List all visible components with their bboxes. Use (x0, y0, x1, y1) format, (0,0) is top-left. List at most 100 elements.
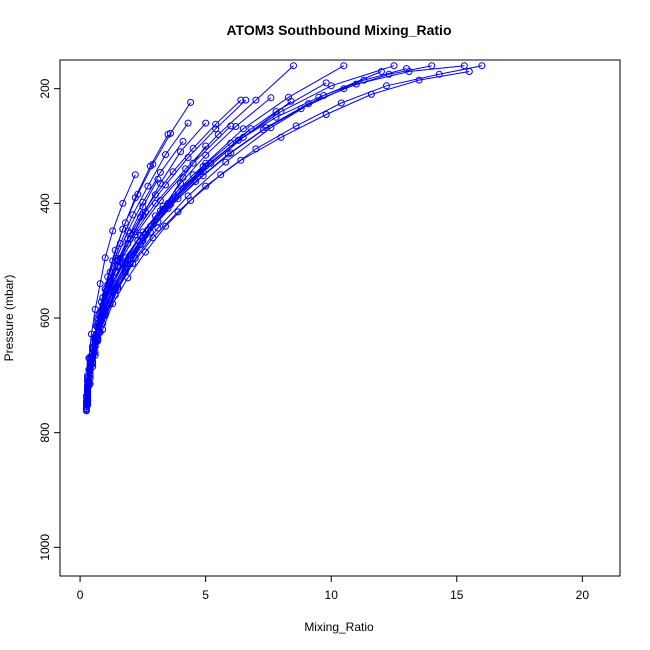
data-point (262, 124, 270, 132)
data-point (212, 120, 220, 128)
data-point (322, 79, 330, 87)
x-tick-label: 20 (576, 588, 590, 602)
data-point (131, 171, 139, 179)
data-point (131, 254, 139, 262)
data-point (169, 168, 177, 176)
data-point (97, 306, 105, 314)
data-point (162, 151, 169, 159)
data-point (297, 105, 305, 113)
data-point (101, 254, 109, 262)
data-point (99, 301, 107, 309)
data-point (237, 156, 245, 164)
data-point (179, 137, 187, 145)
data-point (320, 92, 328, 99)
data-point (144, 182, 152, 190)
data-point (141, 231, 149, 239)
data-point (86, 367, 94, 375)
data-point (177, 179, 184, 187)
data-point (377, 68, 385, 75)
data-point (267, 124, 275, 132)
data-point (199, 163, 207, 171)
data-point (187, 98, 195, 106)
data-point (222, 158, 230, 166)
data-point (156, 197, 164, 204)
data-point (202, 151, 210, 159)
x-tick-label: 0 (77, 588, 84, 602)
data-point (154, 224, 162, 232)
data-point (156, 168, 164, 176)
data-point (114, 283, 122, 291)
data-point (174, 195, 182, 203)
data-point (227, 139, 235, 147)
data-point (287, 97, 295, 105)
data-point (465, 68, 473, 75)
data-point (164, 205, 172, 212)
x-tick-label: 5 (202, 588, 209, 602)
data-point (111, 246, 119, 254)
y-tick-label: 400 (38, 193, 52, 213)
data-point (124, 257, 132, 265)
data-point (82, 407, 90, 415)
data-point (86, 374, 94, 382)
data-point (232, 123, 240, 130)
data-point (92, 322, 100, 330)
data-point (87, 330, 95, 338)
data-point (217, 171, 225, 179)
data-point (277, 133, 285, 141)
data-point (96, 280, 104, 288)
data-point (121, 219, 129, 227)
data-point (189, 144, 197, 152)
data-point (352, 80, 360, 88)
y-tick-label: 1000 (38, 534, 52, 561)
data-point (239, 125, 247, 133)
data-point (305, 100, 313, 108)
data-point (214, 131, 222, 138)
data-point (104, 281, 112, 289)
profile-line-24 (87, 141, 184, 399)
y-tick-label: 800 (38, 422, 52, 442)
data-point (199, 172, 207, 180)
x-axis-label: Mixing_Ratio (304, 620, 374, 634)
data-point (113, 254, 120, 262)
data-point (460, 62, 468, 70)
data-point (202, 182, 210, 190)
data-point (92, 330, 100, 338)
data-point (134, 190, 142, 198)
data-point (227, 122, 235, 130)
data-point (202, 142, 210, 150)
data-point (212, 125, 220, 133)
data-point (237, 96, 245, 104)
x-axis: 0 5 10 15 20 (77, 575, 590, 602)
x-tick-label: 10 (325, 588, 339, 602)
data-point (340, 62, 348, 70)
x-tick-label: 15 (450, 588, 464, 602)
y-axis-label: Pressure (mbar) (2, 275, 16, 362)
data-point (119, 199, 127, 207)
data-point (174, 208, 182, 216)
data-point (192, 178, 200, 185)
data-point (89, 353, 97, 361)
data-point (89, 345, 97, 353)
chart-title: ATOM3 Southbound Mixing_Ratio (226, 22, 451, 38)
data-point (367, 90, 375, 98)
data-point (97, 298, 105, 306)
data-point (116, 254, 124, 262)
data-point (383, 82, 390, 90)
data-point (151, 191, 159, 199)
series-layer (82, 62, 486, 415)
data-point (337, 99, 345, 107)
data-point (156, 207, 164, 215)
y-axis: 200 400 600 800 1000 (38, 78, 61, 561)
data-point (149, 160, 157, 168)
data-point (290, 62, 297, 70)
data-point (224, 150, 232, 158)
data-point (101, 310, 109, 318)
data-point (415, 76, 423, 84)
data-point (242, 96, 250, 104)
data-point (139, 198, 147, 206)
data-point (104, 273, 112, 281)
data-point (390, 62, 398, 70)
profile-line-25 (85, 102, 192, 411)
data-point (84, 387, 92, 395)
